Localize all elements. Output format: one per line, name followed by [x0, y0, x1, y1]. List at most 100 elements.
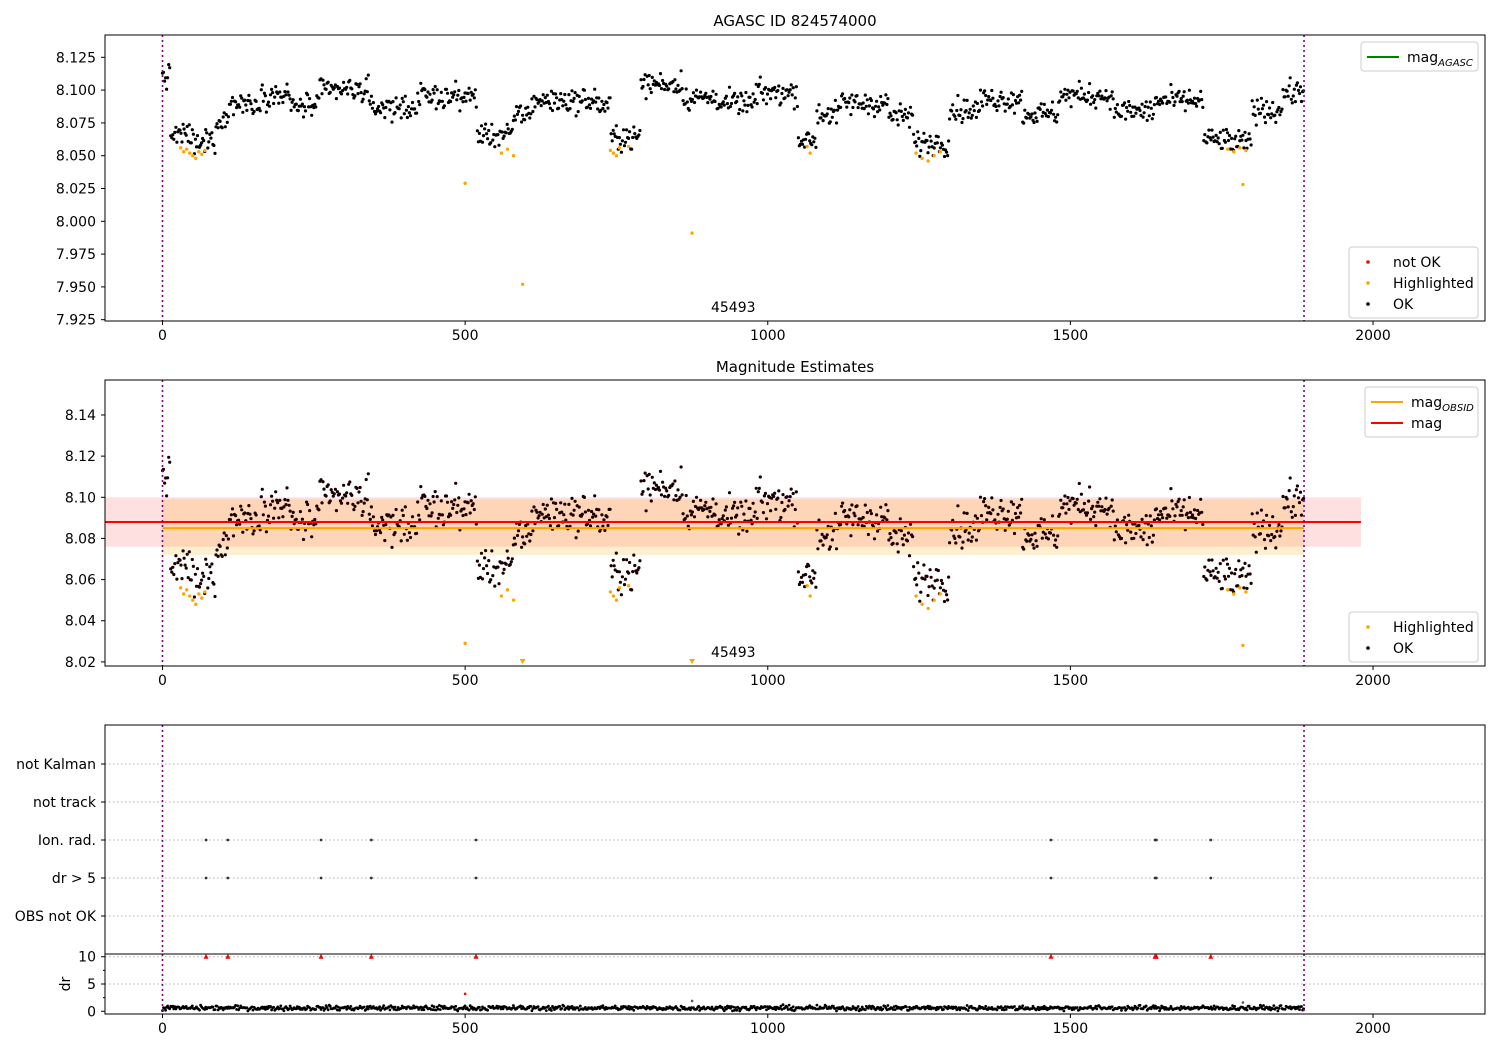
- ok-point: [1278, 534, 1282, 538]
- dr-point: [570, 1005, 574, 1008]
- ok-point: [888, 532, 892, 536]
- ok-point: [1020, 89, 1024, 93]
- ok-point: [853, 514, 857, 518]
- ok-point: [1087, 499, 1091, 503]
- ok-point: [714, 92, 718, 96]
- dr-point: [958, 1008, 962, 1012]
- ok-point: [1110, 498, 1114, 502]
- dr-point: [815, 1003, 819, 1007]
- ok-point: [453, 90, 457, 94]
- dr-point: [422, 1008, 426, 1012]
- ok-point: [1093, 98, 1097, 102]
- ok-point: [208, 565, 212, 569]
- ok-point: [1237, 559, 1241, 563]
- dr-point: [567, 1007, 571, 1011]
- ok-point: [1281, 494, 1285, 499]
- ok-point: [1066, 495, 1070, 500]
- ok-point: [484, 122, 488, 126]
- ok-point: [1098, 89, 1102, 93]
- dr-point: [689, 1008, 692, 1012]
- ok-point: [739, 91, 743, 95]
- ok-point: [1046, 537, 1050, 541]
- ok-point: [679, 465, 683, 469]
- ok-point: [1211, 569, 1215, 573]
- ok-point: [480, 140, 485, 144]
- ok-point: [790, 503, 794, 507]
- ok-point: [708, 509, 712, 513]
- ok-point: [467, 86, 471, 90]
- ok-point: [856, 523, 860, 527]
- ok-point: [1181, 505, 1185, 509]
- ok-point: [209, 571, 213, 575]
- ok-point: [1147, 114, 1151, 118]
- ok-point: [552, 101, 557, 105]
- ok-point: [727, 85, 732, 89]
- ok-point: [923, 577, 927, 581]
- dr-point: [907, 1009, 910, 1012]
- ok-point: [171, 133, 175, 137]
- ok-point: [810, 581, 814, 585]
- ok-point: [1030, 112, 1034, 116]
- ok-point: [828, 120, 832, 124]
- flag-label: dr > 5: [52, 871, 96, 887]
- ok-point: [432, 91, 436, 95]
- ok-point: [1006, 509, 1010, 513]
- ok-point: [348, 78, 352, 82]
- ok-point: [1278, 113, 1282, 117]
- ok-point: [284, 93, 288, 97]
- ok-point: [970, 113, 974, 117]
- highlighted-point: [185, 588, 189, 592]
- ok-point: [733, 500, 737, 504]
- ok-point: [224, 534, 228, 538]
- ok-point: [649, 499, 653, 503]
- ok-point: [853, 100, 857, 104]
- ok-point: [410, 100, 415, 105]
- ok-point: [608, 96, 612, 100]
- legend-box: [1348, 246, 1479, 319]
- ok-point: [984, 504, 988, 508]
- ok-point: [1216, 136, 1220, 140]
- ok-point: [418, 103, 422, 107]
- ok-point: [672, 498, 676, 502]
- ok-point: [403, 505, 407, 509]
- ok-point: [175, 577, 179, 581]
- dr-point: [601, 1004, 605, 1007]
- ok-point: [440, 513, 444, 517]
- ok-point: [469, 499, 473, 503]
- ok-point: [967, 531, 971, 535]
- ok-point: [812, 576, 816, 581]
- dr-point: [318, 1005, 322, 1009]
- highlighted-point: [1244, 148, 1248, 153]
- ok-point: [356, 92, 360, 96]
- ok-point: [699, 498, 703, 502]
- ok-point: [240, 96, 244, 100]
- dr-point: [1157, 1006, 1160, 1009]
- ok-point: [680, 493, 684, 497]
- ok-point: [791, 86, 795, 90]
- ok-point: [875, 99, 879, 103]
- ok-point: [962, 511, 966, 515]
- dr-point: [893, 1008, 897, 1011]
- ok-point: [810, 143, 814, 147]
- ok-point: [1054, 115, 1058, 119]
- ok-point: [948, 117, 952, 121]
- ok-point: [861, 515, 865, 520]
- ok-point: [664, 486, 668, 490]
- y-tick-label: 8.075: [56, 116, 96, 132]
- ok-point: [204, 128, 208, 132]
- dr-point: [365, 1005, 369, 1009]
- x-tick-label: 500: [452, 673, 479, 689]
- highlighted-point: [920, 156, 924, 161]
- dr-point: [269, 1005, 272, 1008]
- ok-point: [709, 505, 713, 509]
- ok-point: [912, 132, 916, 136]
- ok-point: [531, 109, 535, 114]
- clipped-dr-marker: [318, 953, 324, 959]
- ok-point: [528, 539, 532, 543]
- ok-point: [889, 536, 893, 540]
- ok-point: [618, 142, 623, 146]
- ok-point: [471, 92, 475, 96]
- ok-point: [417, 513, 421, 517]
- ok-point: [1089, 102, 1093, 106]
- ok-point: [646, 487, 650, 491]
